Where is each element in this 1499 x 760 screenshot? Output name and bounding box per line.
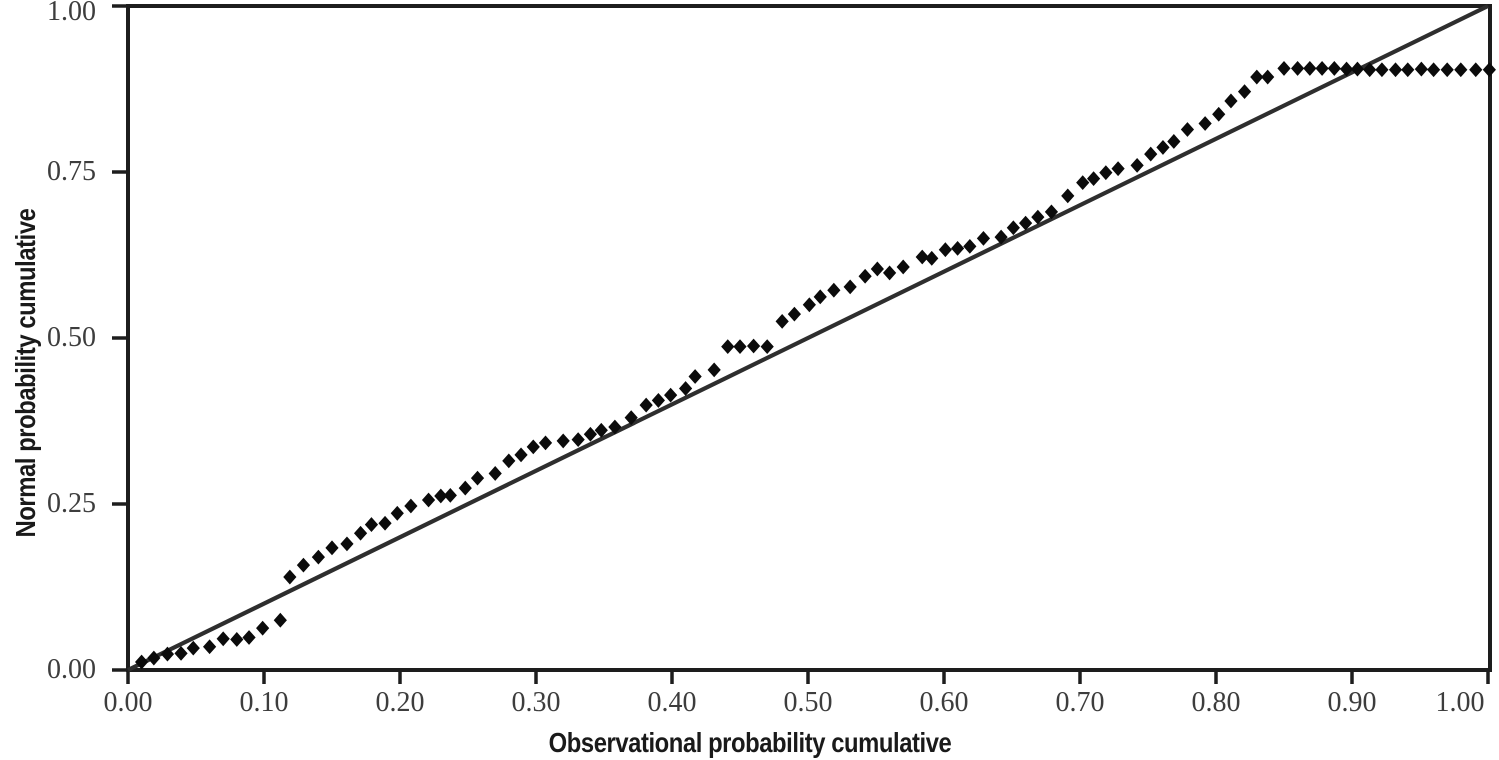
x-axis-title: Observational probability cumulative: [548, 727, 952, 758]
x-tick-label: 0.00: [103, 687, 153, 718]
reference-line: [127, 4, 1489, 672]
x-tick-label: 1.00: [1435, 687, 1485, 718]
y-tick-label: 1.00: [47, 0, 96, 27]
x-tick-label: 0.40: [647, 687, 697, 718]
y-tick-label: 0.00: [47, 654, 96, 685]
y-axis-title: Normal probability cumulative: [10, 208, 41, 538]
x-tick-label: 0.20: [375, 687, 425, 718]
x-tick-label: 0.30: [511, 687, 561, 718]
y-tick-label: 0.25: [47, 488, 96, 519]
x-tick-label: 0.70: [1055, 687, 1105, 718]
x-tick-label: 0.80: [1191, 687, 1241, 718]
x-tick-label: 0.50: [783, 687, 833, 718]
scatter-point-markers: [135, 61, 1496, 670]
y-tick-label: 0.75: [47, 156, 96, 187]
x-tick-label: 0.60: [919, 687, 969, 718]
x-tick-label: 0.10: [239, 687, 289, 718]
x-tick-label: 0.90: [1327, 687, 1377, 718]
y-tick-label: 0.50: [47, 322, 96, 353]
plot-frame: [126, 4, 1492, 672]
